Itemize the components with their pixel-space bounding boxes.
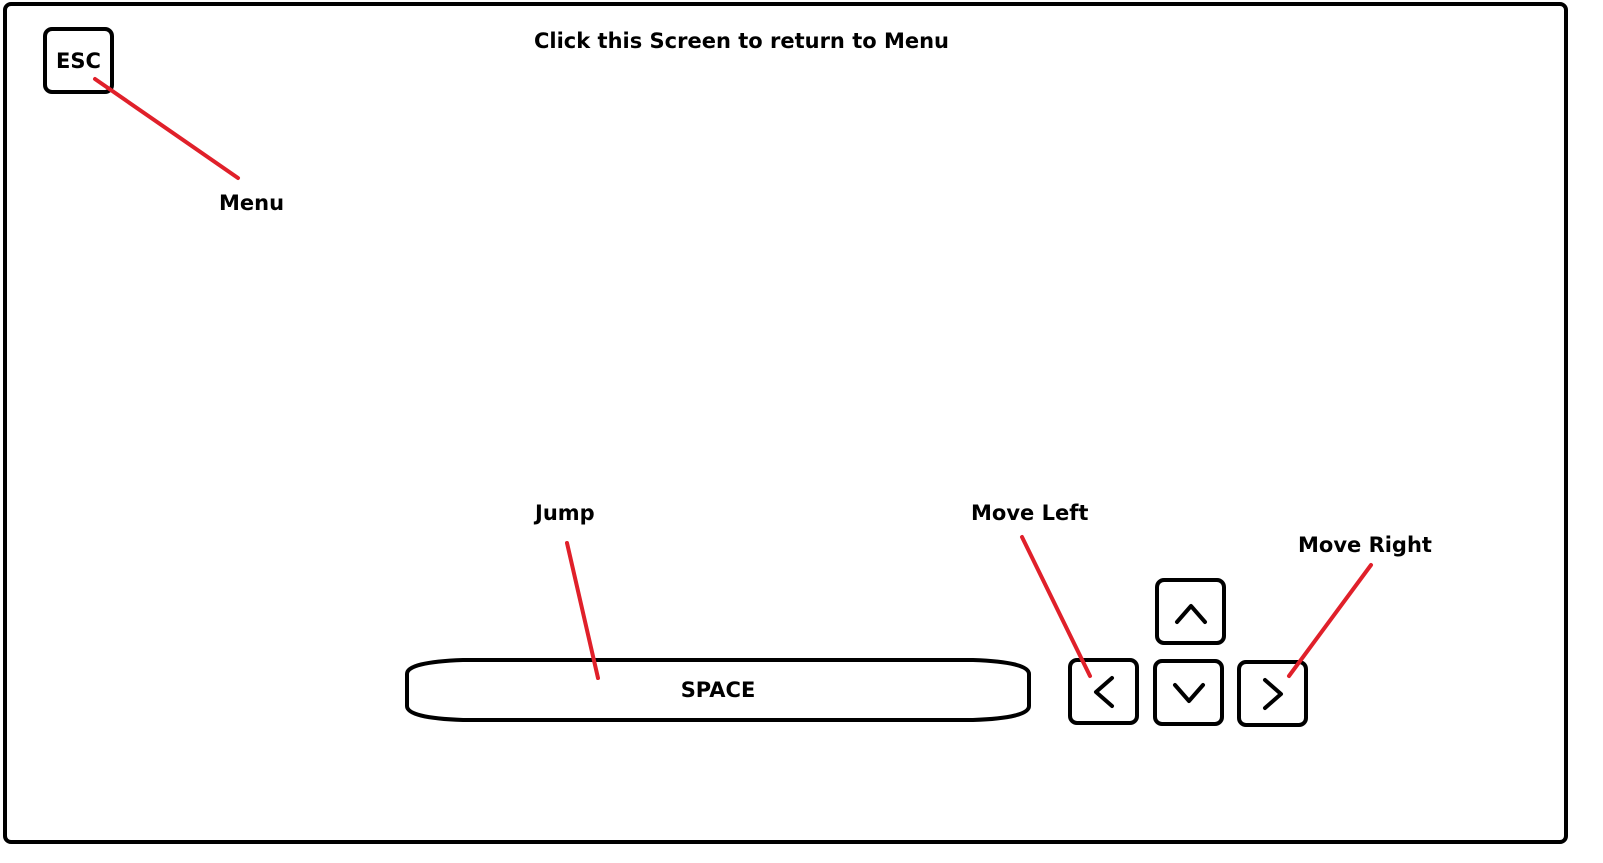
jump-label: Jump xyxy=(535,501,595,525)
space-key-outline xyxy=(405,658,1031,722)
arrow-up-key xyxy=(1155,578,1226,645)
chevron-down-icon xyxy=(1172,682,1205,703)
arrow-right-key xyxy=(1237,660,1308,727)
controls-screen[interactable] xyxy=(3,2,1568,844)
chevron-left-icon xyxy=(1093,675,1114,708)
move-left-label: Move Left xyxy=(971,501,1089,525)
esc-key: ESC xyxy=(43,27,114,94)
return-to-menu-instruction: Click this Screen to return to Menu xyxy=(534,29,950,53)
menu-label: Menu xyxy=(219,191,285,215)
space-key: SPACE xyxy=(403,656,1033,724)
space-key-label: SPACE xyxy=(680,678,756,702)
move-right-label: Move Right xyxy=(1298,533,1432,557)
chevron-right-icon xyxy=(1262,677,1283,710)
arrow-down-key xyxy=(1153,659,1224,726)
arrow-left-key xyxy=(1068,658,1139,725)
chevron-up-icon xyxy=(1174,603,1207,624)
